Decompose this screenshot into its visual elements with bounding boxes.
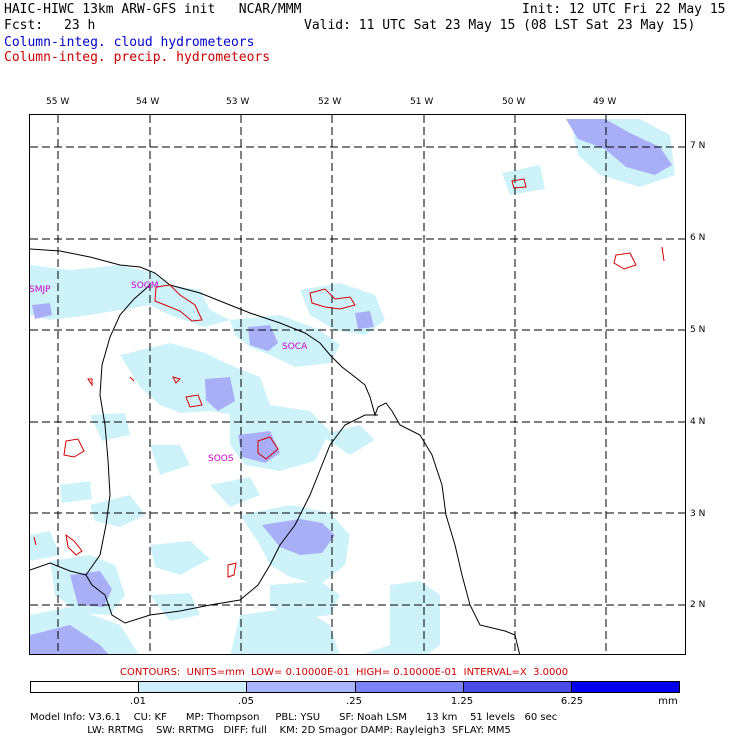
lon-label-51w: 51 W xyxy=(410,97,434,107)
station-label-soca: SOCA xyxy=(282,342,308,352)
colorbar-tick: .05 xyxy=(238,696,254,707)
field-precip-title: Column-integ. precip. hydrometeors xyxy=(4,50,271,65)
field-cloud-title: Column-integ. cloud hydrometeors xyxy=(4,35,255,50)
lat-label-5n: 5 N xyxy=(690,325,706,335)
colorbar-tick: .01 xyxy=(130,696,146,707)
colorbar-segment xyxy=(463,682,572,692)
lon-label-50w: 50 W xyxy=(502,97,526,107)
cloud-field-light xyxy=(30,119,675,654)
map-canvas xyxy=(30,115,685,654)
lon-label-49w: 49 W xyxy=(593,97,617,107)
model-info-line1: Model Info: V3.6.1 CU: KF MP: Thompson P… xyxy=(30,712,558,723)
model-title: HAIC-HIWC 13km ARW-GFS init NCAR/MMM xyxy=(4,2,302,17)
valid-time: Valid: 11 UTC Sat 23 May 15 (08 LST Sat … xyxy=(304,18,696,33)
station-label-soos: SOOS xyxy=(208,454,234,464)
colorbar-segment xyxy=(247,682,356,692)
lat-label-2n: 2 N xyxy=(690,600,706,610)
lat-label-7n: 7 N xyxy=(690,141,706,151)
lon-label-53w: 53 W xyxy=(226,97,250,107)
cloud-field-mid xyxy=(30,119,672,654)
colorbar-tick: 1.25 xyxy=(450,696,474,707)
forecast-hours: 23 h xyxy=(64,18,96,33)
coastline xyxy=(30,248,521,654)
lat-label-6n: 6 N xyxy=(690,233,706,243)
colorbar-segment xyxy=(355,682,464,692)
colorbar-segment xyxy=(571,682,680,692)
colorbar-segment xyxy=(139,682,248,692)
station-label-sogm: SOGM xyxy=(131,281,159,291)
model-info-line2: LW: RRTMG SW: RRTMG DIFF: full KM: 2D Sm… xyxy=(30,725,511,736)
forecast-label: Fcst: xyxy=(4,18,44,33)
lat-label-3n: 3 N xyxy=(690,509,706,519)
init-time: Init: 12 UTC Fri 22 May 15 xyxy=(522,2,726,17)
lon-label-54w: 54 W xyxy=(136,97,160,107)
lat-lon-grid xyxy=(30,115,685,654)
lat-label-4n: 4 N xyxy=(690,417,706,427)
contours-info: CONTOURS: UNITS=mm LOW= 0.10000E-01 HIGH… xyxy=(120,667,569,678)
lon-label-52w: 52 W xyxy=(318,97,342,107)
colorbar xyxy=(30,681,680,693)
lon-label-55w: 55 W xyxy=(46,97,70,107)
station-label-smjp: SMJP xyxy=(29,285,51,295)
colorbar-tick: 6.25 xyxy=(560,696,584,707)
map-panel xyxy=(29,114,686,655)
colorbar-segment xyxy=(31,682,140,692)
precip-contours xyxy=(33,178,665,578)
colorbar-tick: .25 xyxy=(346,696,362,707)
colorbar-unit: mm xyxy=(658,696,678,707)
